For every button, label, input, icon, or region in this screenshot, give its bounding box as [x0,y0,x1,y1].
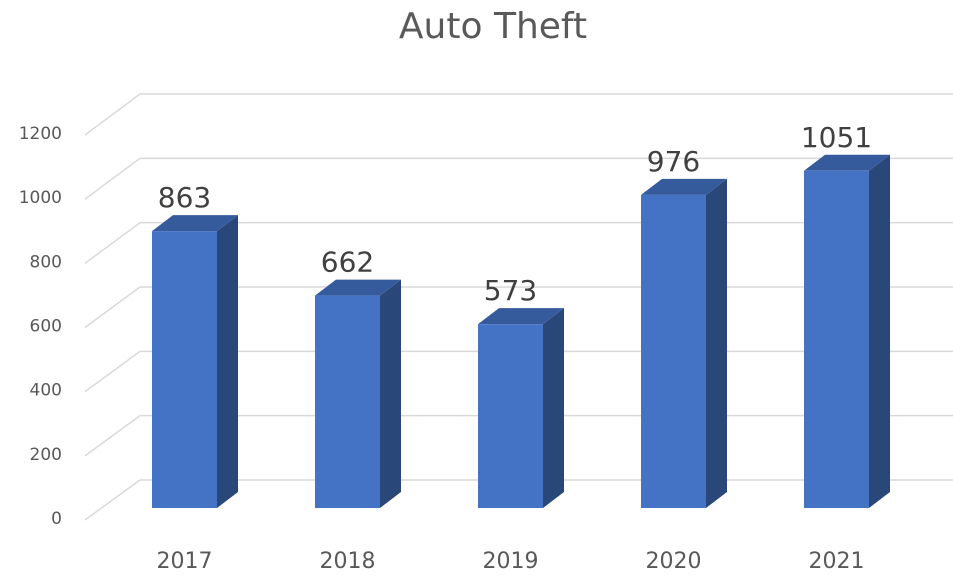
bar [804,154,890,508]
bar-front [315,295,380,508]
chart-title: Auto Theft [399,6,587,47]
y-tick-label: 800 [30,252,62,272]
bar-side [706,178,727,508]
grid-line [84,157,141,200]
value-label: 573 [484,274,537,307]
value-label: 863 [158,181,211,214]
value-label: 976 [647,145,700,178]
y-tick-label: 0 [51,509,62,529]
grid-line [84,93,141,136]
value-label: 1051 [801,121,872,154]
grid-line [84,479,141,521]
y-tick-label: 200 [30,445,62,465]
x-tick-label: 2019 [483,549,539,574]
y-tick-label: 400 [30,381,62,401]
y-tick-label: 600 [30,317,62,337]
bar-side [543,308,564,508]
grid-line [84,415,141,457]
bar [478,308,564,508]
grid-line [84,286,141,329]
bar-top [478,308,564,325]
bar-side [217,215,238,508]
y-tick-label: 1000 [19,188,62,208]
grid-line [84,350,141,393]
x-tick-label: 2018 [320,549,376,574]
bar-front [478,324,543,508]
bar-front [152,231,217,508]
grid-line [84,222,141,264]
bar-top [315,279,401,296]
x-tick-label: 2020 [646,549,702,574]
y-tick-label: 1200 [19,124,62,144]
x-tick-label: 2017 [157,549,213,574]
x-tick-label: 2021 [809,549,865,574]
bar-side [869,154,890,508]
bar-side [380,279,401,508]
bar [315,279,401,508]
bar-front [804,170,869,508]
value-label: 662 [321,246,374,279]
bar-front [641,194,706,508]
bar-top [641,178,727,195]
bar [641,178,727,508]
bar-top [804,154,890,171]
bar [152,215,238,508]
bar-top [152,215,238,232]
